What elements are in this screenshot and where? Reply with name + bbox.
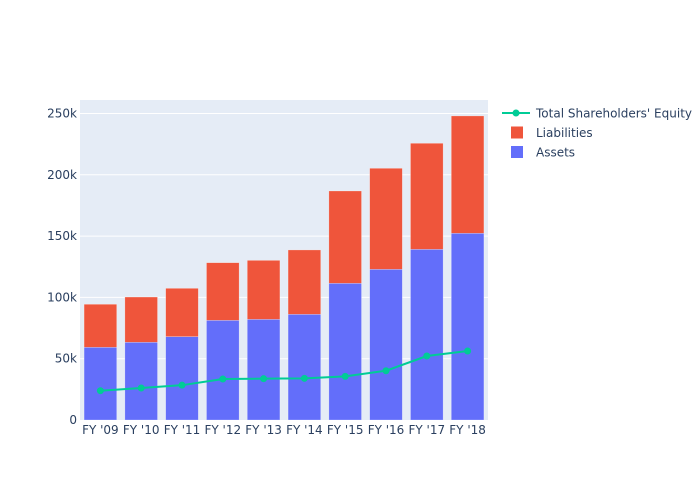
bar-assets — [451, 233, 485, 421]
x-tick-label: FY '18 — [449, 423, 486, 437]
equity-point — [341, 372, 349, 380]
legend-marker-icon — [512, 109, 520, 117]
y-tick-label: 0 — [69, 413, 77, 427]
bar-assets — [124, 342, 158, 421]
bar-liabilities — [165, 288, 199, 337]
bar-assets — [247, 319, 281, 421]
bar-assets — [165, 336, 199, 421]
bar-assets — [369, 269, 403, 421]
legend-label: Total Shareholders' Equity — [535, 107, 692, 121]
y-tick-label: 200k — [47, 168, 77, 182]
legend-swatch-icon — [511, 126, 523, 139]
bar-assets — [287, 314, 321, 421]
bar-assets — [328, 283, 362, 421]
bar-liabilities — [451, 115, 485, 234]
x-axis: FY '09 FY '10 FY '11 FY '12 FY '13 FY '14 FY '… — [82, 423, 486, 437]
x-tick-label: FY '14 — [286, 423, 323, 437]
x-tick-label: FY '10 — [123, 423, 160, 437]
legend-item[interactable]: Liabilities — [511, 126, 593, 140]
y-axis: 0 50k 100k 150k 200k 250k — [47, 106, 77, 427]
equity-point — [137, 384, 145, 392]
x-tick-label: FY '13 — [245, 423, 282, 437]
legend-label: Assets — [536, 146, 575, 160]
bar-liabilities — [124, 296, 158, 343]
y-tick-label: 150k — [47, 229, 77, 243]
bar-liabilities — [410, 143, 444, 250]
bar-liabilities — [369, 168, 403, 270]
x-tick-label: FY '16 — [368, 423, 405, 437]
bar-assets — [206, 320, 240, 421]
bar-liabilities — [206, 262, 240, 321]
equity-line — [96, 347, 472, 395]
x-tick-label: FY '09 — [82, 423, 119, 437]
bar-assets — [83, 347, 117, 421]
x-tick-label: FY '17 — [408, 423, 445, 437]
x-tick-label: FY '12 — [204, 423, 241, 437]
bar-liabilities — [328, 190, 362, 284]
y-tick-label: 50k — [55, 352, 77, 366]
y-tick-label: 250k — [47, 106, 77, 120]
legend-swatch-icon — [511, 146, 523, 158]
x-tick-label: FY '11 — [164, 423, 201, 437]
equity-point — [300, 374, 308, 382]
equity-point — [178, 381, 186, 389]
equity-point — [423, 352, 431, 360]
equity-line-path — [100, 349, 468, 392]
x-tick-label: FY '15 — [327, 423, 364, 437]
equity-point — [260, 375, 268, 383]
y-tick-label: 100k — [47, 290, 77, 304]
legend-item[interactable]: Assets — [511, 146, 575, 160]
legend-item[interactable]: Total Shareholders' Equity — [502, 107, 692, 121]
bar-liabilities — [247, 260, 281, 320]
equity-point — [464, 347, 472, 355]
bar-liabilities — [287, 249, 321, 315]
bar-assets — [410, 249, 444, 421]
legend-label: Liabilities — [536, 126, 593, 140]
equity-point — [219, 375, 227, 383]
equity-point — [382, 367, 390, 375]
bars — [83, 115, 485, 421]
legend: Total Shareholders' Equity Liabilities Ass… — [502, 107, 692, 160]
equity-point — [96, 387, 104, 395]
bar-liabilities — [83, 304, 117, 348]
